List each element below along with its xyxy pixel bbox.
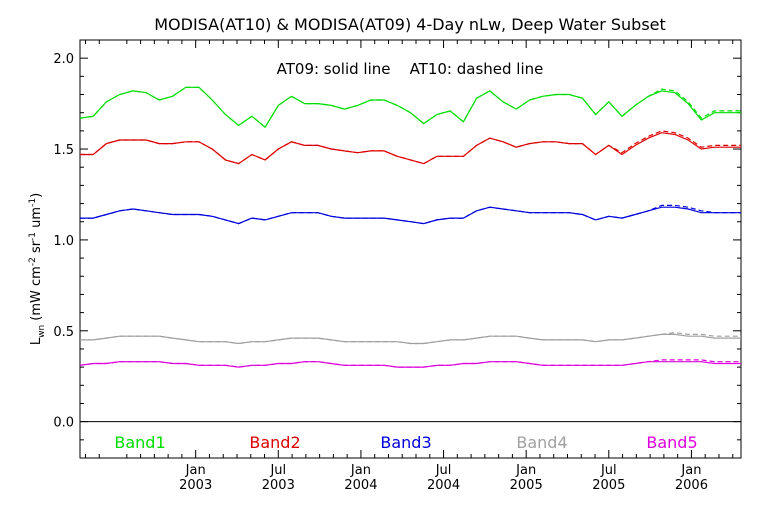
chart-title: MODISA(AT10) & MODISA(AT09) 4-Day nLw, D… [154, 15, 666, 34]
y-tick-label: 0.0 [53, 416, 74, 431]
y-axis-label-superscript: -1 [28, 198, 38, 207]
x-tick-label-year: 2004 [344, 478, 377, 493]
legend-entry-band5: Band5 [646, 433, 697, 452]
series-line-solid-band3 [80, 206, 741, 225]
series-layer [79, 86, 741, 368]
series-line-solid-band4 [80, 333, 741, 345]
legend-entry-band4: Band4 [516, 433, 567, 452]
x-tick-label-year: 2005 [510, 478, 543, 493]
y-axis-label-units: (mW cm [29, 266, 44, 325]
x-tick-label-year: 2003 [262, 478, 295, 493]
y-tick-label: 2.0 [53, 52, 74, 67]
x-tick-label-month: Jan [515, 463, 536, 478]
x-tick-label-year: 2003 [179, 478, 212, 493]
y-axis-label-units: um [29, 207, 44, 232]
series-line-solid-band2 [80, 132, 741, 165]
x-tick-label-month: Jan [185, 463, 206, 478]
y-tick-label: 1.0 [53, 234, 74, 249]
plot-frame [79, 39, 742, 459]
y-axis-label-sub: wn [37, 325, 47, 338]
y-tick-label: 0.5 [53, 325, 74, 340]
y-tick-label: 1.5 [53, 143, 74, 158]
x-tick-label-year: 2005 [592, 478, 625, 493]
y-axis-label-superscript: -1 [28, 232, 38, 241]
legend-entry-band2: Band2 [249, 433, 300, 452]
y-axis-label-units: ) [29, 193, 44, 198]
x-tick-label-month: Jan [680, 463, 701, 478]
legend-entry-band3: Band3 [380, 433, 431, 452]
series-line-solid-band5 [79, 361, 741, 368]
x-tick-label-month: Jul [269, 463, 286, 478]
axes: 0.00.51.01.52.0Jan2003Jul2003Jan2004Jul2… [53, 39, 742, 493]
x-tick-label-month: Jan [350, 463, 371, 478]
series-line-solid-band1 [79, 86, 741, 129]
y-axis-label-superscript: -2 [28, 257, 38, 266]
x-tick-label-year: 2004 [427, 478, 460, 493]
y-axis-label-base: L [29, 337, 44, 345]
x-tick-label-month: Jul [600, 463, 617, 478]
x-tick-label-month: Jul [435, 463, 452, 478]
x-tick-label-year: 2006 [675, 478, 708, 493]
legend-entry-band1: Band1 [114, 433, 165, 452]
chart-annotation: AT09: solid line AT10: dashed line [277, 60, 544, 78]
legend: Band1 Band2 Band3 Band4 Band5 [114, 433, 697, 452]
y-axis-label: Lwn (mW cm-2 sr-1 um-1) [28, 193, 47, 345]
y-axis-label-units: sr [29, 240, 44, 257]
